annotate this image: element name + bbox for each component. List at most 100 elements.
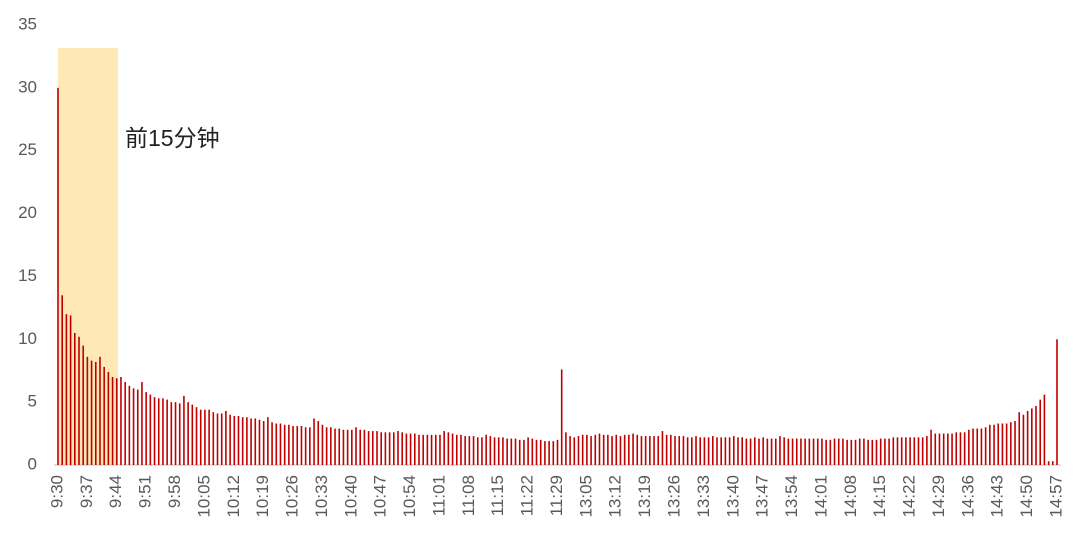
- bar: [94, 361, 97, 465]
- y-tick-label: 25: [18, 140, 37, 159]
- bar: [657, 436, 660, 465]
- bar: [514, 438, 517, 465]
- bar: [921, 437, 924, 465]
- bar: [430, 434, 433, 465]
- bar: [1052, 461, 1054, 465]
- bar: [233, 415, 236, 465]
- bar: [800, 438, 802, 465]
- x-tick-label: 14:36: [958, 475, 977, 518]
- bar: [170, 402, 173, 465]
- bar: [842, 438, 844, 465]
- bar: [237, 415, 240, 465]
- bar: [544, 441, 546, 465]
- bar: [560, 369, 563, 465]
- bar: [934, 433, 937, 465]
- bar: [728, 437, 731, 465]
- bar: [976, 428, 979, 465]
- bar: [548, 441, 550, 465]
- bar: [288, 424, 290, 465]
- bar: [678, 436, 681, 465]
- bar: [103, 366, 105, 465]
- bar: [136, 389, 139, 465]
- y-tick-label: 30: [18, 77, 37, 96]
- bar: [699, 437, 702, 465]
- bar: [758, 438, 760, 465]
- bar: [518, 439, 521, 465]
- bar: [149, 394, 152, 465]
- bar: [351, 429, 353, 465]
- bar: [283, 424, 286, 465]
- bar: [825, 439, 827, 465]
- bar: [275, 423, 278, 465]
- bar: [636, 434, 639, 465]
- bar: [984, 427, 987, 465]
- bar: [279, 423, 282, 465]
- bar: [300, 426, 303, 465]
- bar: [602, 434, 605, 465]
- bar: [86, 356, 89, 465]
- x-tick-label: 14:15: [870, 475, 889, 518]
- bar: [821, 438, 823, 465]
- x-tick-label: 14:57: [1046, 475, 1065, 518]
- y-tick-label: 10: [18, 329, 37, 348]
- bar: [1039, 399, 1042, 465]
- bar: [607, 434, 609, 465]
- bar: [187, 402, 189, 465]
- bar: [413, 433, 416, 465]
- bar: [829, 439, 832, 465]
- bar: [858, 438, 861, 465]
- bar: [942, 433, 945, 465]
- bar: [468, 436, 471, 465]
- bar: [863, 438, 865, 465]
- bar: [372, 431, 374, 465]
- bar: [611, 436, 613, 465]
- y-tick-label: 0: [28, 454, 37, 473]
- bar: [418, 434, 420, 465]
- bar: [241, 417, 244, 465]
- x-tick-label: 14:22: [900, 475, 919, 518]
- bar: [388, 432, 391, 465]
- bar: [900, 437, 903, 465]
- x-tick-label: 14:50: [1017, 475, 1036, 518]
- bar: [804, 438, 806, 465]
- bar: [539, 439, 542, 465]
- bar: [434, 434, 437, 465]
- bar: [128, 385, 131, 465]
- bar: [1047, 461, 1050, 465]
- bar: [879, 438, 882, 465]
- bar: [367, 431, 370, 465]
- bar: [795, 438, 798, 465]
- bar: [271, 422, 273, 465]
- bar: [552, 441, 555, 465]
- bar: [980, 428, 983, 465]
- bar: [451, 433, 454, 465]
- bar: [506, 438, 508, 465]
- bar: [556, 439, 559, 465]
- bar: [812, 438, 815, 465]
- bar: [770, 438, 773, 465]
- bar: [309, 427, 311, 465]
- bar: [968, 429, 970, 465]
- x-tick-label: 13:54: [782, 475, 801, 518]
- bar: [737, 437, 739, 465]
- x-tick-label: 14:43: [988, 475, 1007, 518]
- bar: [594, 434, 597, 465]
- bar: [1018, 412, 1021, 465]
- bar: [661, 431, 664, 465]
- bar: [615, 434, 618, 465]
- bar: [145, 392, 147, 465]
- bar: [317, 421, 320, 465]
- bar: [682, 436, 685, 465]
- bar: [586, 434, 588, 465]
- bar: [363, 429, 366, 465]
- bar: [124, 382, 126, 465]
- bar: [749, 438, 752, 465]
- bar: [409, 433, 412, 465]
- x-tick-label: 11:08: [459, 475, 478, 516]
- bar: [107, 371, 110, 465]
- x-tick-label: 13:12: [606, 475, 625, 518]
- bar: [1056, 339, 1058, 465]
- bar: [938, 433, 941, 465]
- bar: [191, 404, 194, 465]
